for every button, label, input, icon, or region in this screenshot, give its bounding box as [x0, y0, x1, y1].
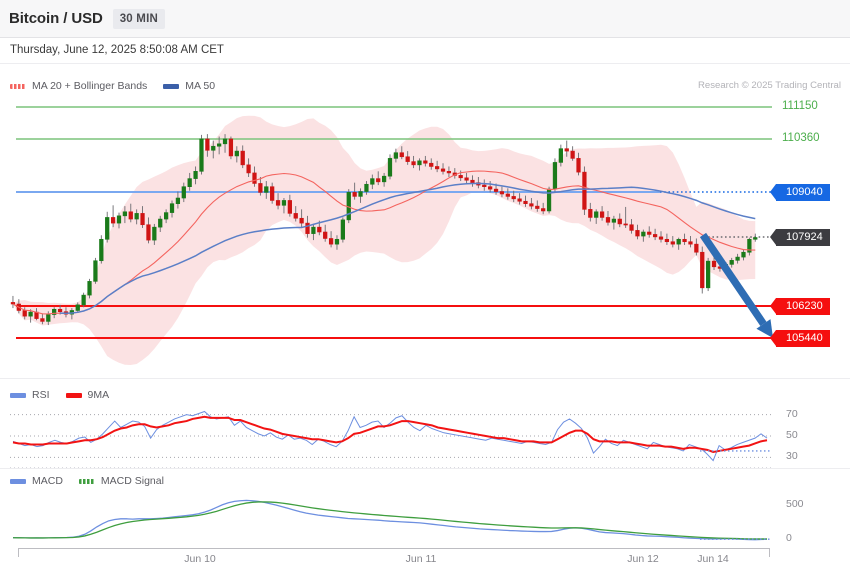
price-level-label-110360: 110360	[782, 132, 820, 144]
macd-tick-500: 500	[786, 498, 804, 511]
timeframe-badge[interactable]: 30 MIN	[112, 8, 165, 29]
price-tag-value: 106230	[786, 299, 823, 312]
legend-label: MA 20 + Bollinger Bands	[32, 80, 148, 92]
rsi-tick-50: 50	[786, 429, 798, 441]
ma20-swatch-icon	[10, 83, 26, 89]
price-tag-value: 109040	[786, 185, 823, 198]
x-axis-tick-jun-14: Jun 14	[697, 553, 729, 565]
macd-legend: MACD MACD Signal	[10, 473, 180, 489]
price-legend: MA 20 + Bollinger Bands MA 50	[10, 78, 231, 94]
macd-tick-0: 0	[786, 531, 792, 544]
legend-label: MACD Signal	[100, 475, 164, 487]
panel-divider-rsi	[0, 378, 850, 379]
panel-divider-macd	[0, 468, 850, 469]
copyright-notice: Research © 2025 Trading Central	[697, 80, 841, 91]
legend-label: MA 50	[185, 80, 216, 92]
macd-signal-swatch-icon	[78, 478, 95, 484]
ma9-swatch-icon	[65, 392, 82, 398]
ma50-swatch-icon	[163, 83, 180, 89]
x-axis-tick-jun-11: Jun 11	[405, 553, 437, 565]
x-axis-tick-jun-10: Jun 10	[184, 553, 216, 565]
price-tag-109040[interactable]: 109040	[770, 183, 830, 201]
price-tag-107924[interactable]: 107924	[770, 228, 830, 246]
chart-header: Bitcoin / USD 30 MIN	[0, 0, 850, 38]
timestamp-bar: Thursday, June 12, 2025 8:50:08 AM CET	[0, 37, 850, 64]
price-tag-value: 105440	[786, 331, 823, 344]
legend-item-macd[interactable]: MACD	[10, 475, 63, 487]
legend-item-macd-signal[interactable]: MACD Signal	[78, 475, 164, 487]
rsi-chart-panel	[10, 410, 772, 468]
legend-item-ma20-bollinger[interactable]: MA 20 + Bollinger Bands	[10, 80, 147, 92]
x-axis-tick-jun-12: Jun 12	[627, 553, 659, 565]
rsi-legend: RSI 9MA	[10, 387, 125, 403]
legend-label: RSI	[32, 389, 50, 401]
price-level-label-111150: 111150	[782, 100, 818, 112]
x-axis-line	[18, 548, 770, 557]
price-chart-panel	[10, 106, 773, 366]
legend-item-rsi[interactable]: RSI	[10, 389, 50, 401]
legend-item-ma50[interactable]: MA 50	[163, 80, 215, 92]
rsi-tick-70: 70	[786, 407, 798, 420]
macd-chart-panel	[12, 499, 772, 541]
rsi-swatch-icon	[10, 392, 26, 398]
price-tag-value: 107924	[786, 230, 823, 243]
macd-swatch-icon	[10, 478, 26, 484]
legend-label: 9MA	[87, 389, 110, 401]
price-tag-105440[interactable]: 105440	[770, 329, 830, 347]
page-title: Bitcoin / USD	[9, 10, 103, 27]
legend-label: MACD	[32, 475, 63, 487]
price-tag-106230[interactable]: 106230	[770, 297, 830, 315]
timestamp-text: Thursday, June 12, 2025 8:50:08 AM CET	[10, 44, 224, 56]
legend-item-9ma[interactable]: 9MA	[65, 389, 110, 401]
rsi-tick-30: 30	[786, 450, 798, 463]
